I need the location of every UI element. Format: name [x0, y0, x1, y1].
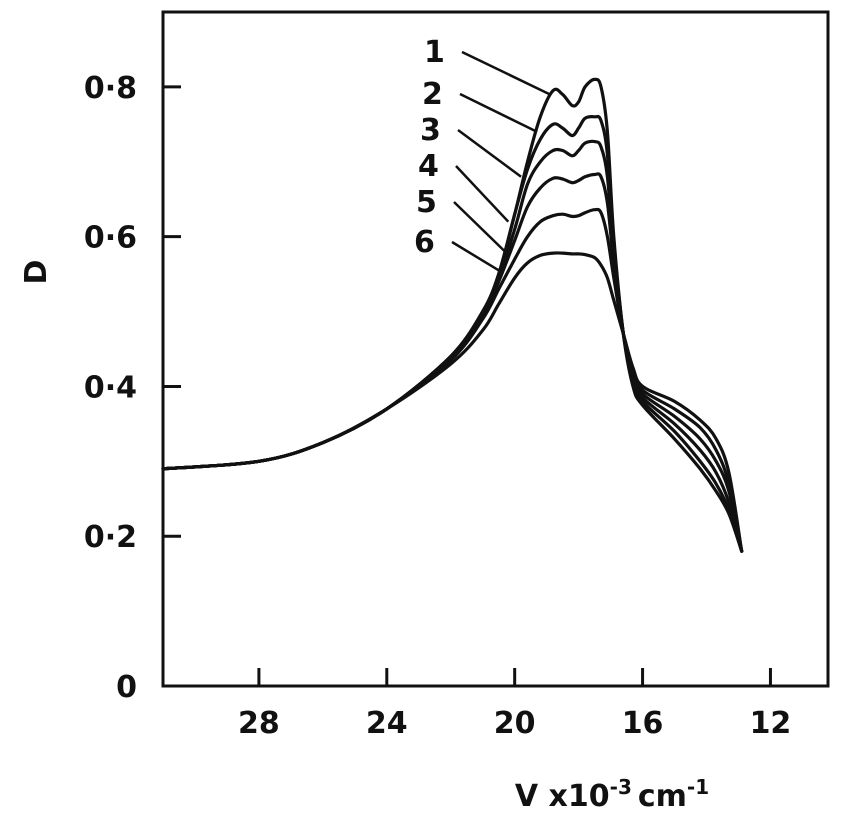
curve-label-5: 5	[416, 185, 437, 220]
leader-line-4	[455, 165, 510, 223]
curve-1	[161, 77, 744, 553]
axis-ticks	[163, 85, 772, 688]
curve-6	[161, 251, 744, 553]
y-axis-label: D	[19, 260, 54, 285]
curve-leader-lines	[451, 50, 551, 272]
leader-line-5	[453, 201, 506, 253]
leader-line-6	[451, 240, 500, 272]
curve-3	[161, 139, 744, 553]
x-axis-label-unit-exponent: -1	[687, 775, 709, 799]
leader-line-1	[461, 50, 551, 96]
plot-area	[161, 10, 830, 688]
x-tick-label: 12	[750, 706, 792, 741]
y-tick-label: 0·2	[84, 520, 137, 555]
x-axis-label-exponent: -3	[610, 775, 632, 799]
y-tick-label: 0·4	[84, 370, 137, 405]
plot-frame	[161, 10, 830, 688]
curve-2	[161, 114, 744, 553]
curve-5	[161, 207, 744, 553]
x-axis-label-base: V x10	[515, 779, 610, 814]
curve-label-2: 2	[422, 77, 443, 112]
curve-label-6: 6	[414, 225, 435, 260]
y-tick-label: 0	[116, 670, 137, 705]
y-tick-label: 0·8	[84, 71, 137, 106]
y-tick-label: 0·6	[84, 221, 137, 256]
leader-line-2	[459, 92, 538, 133]
curve-label-1: 1	[424, 35, 445, 70]
x-tick-label: 24	[366, 706, 408, 741]
curve-4	[161, 172, 744, 553]
data-curves	[161, 77, 744, 553]
curve-label-3: 3	[420, 113, 441, 148]
x-tick-label: 20	[494, 706, 536, 741]
x-tick-label: 28	[238, 706, 280, 741]
leader-line-3	[457, 128, 522, 178]
x-axis-label-unit: cm	[638, 779, 687, 814]
curve-label-4: 4	[418, 149, 439, 184]
x-axis-label: V x10-3 cm-1	[515, 775, 709, 814]
x-tick-label: 16	[622, 706, 664, 741]
